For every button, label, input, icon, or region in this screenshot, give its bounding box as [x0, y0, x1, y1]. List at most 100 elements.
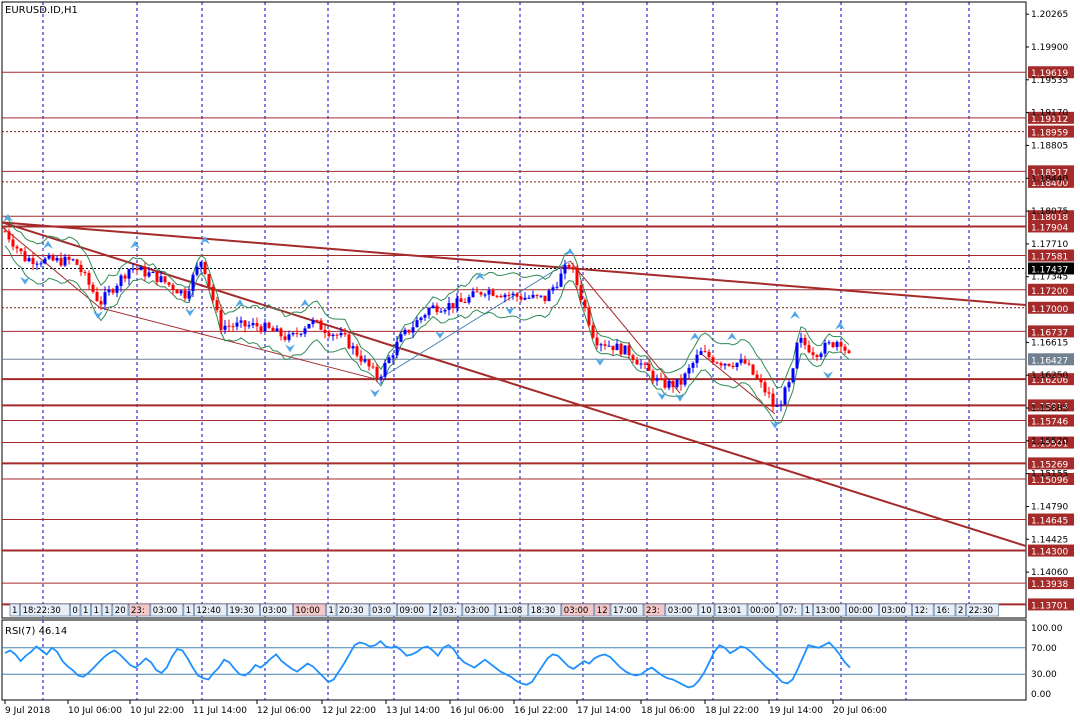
candle-body: [235, 322, 239, 327]
candle-body: [783, 387, 787, 405]
candle-body: [815, 355, 819, 358]
candle-body: [15, 246, 19, 249]
candle-body: [75, 259, 79, 265]
price-label-bg: [1028, 262, 1074, 275]
candle-body: [87, 272, 91, 285]
price-label-bg: [1028, 373, 1074, 386]
candle-body: [183, 290, 187, 299]
price-tick-label: 1.16615: [1031, 338, 1068, 348]
session-box: [912, 603, 934, 617]
candle-body: [847, 350, 851, 353]
fractal-down-icon: [823, 371, 833, 380]
price-level-label: 1.17200: [1031, 287, 1068, 297]
candle-body: [299, 333, 303, 335]
zigzag-line: [569, 260, 681, 394]
candle-body: [811, 352, 815, 356]
candle-body: [327, 332, 331, 337]
session-label: 1: [83, 606, 88, 616]
candle-body: [675, 379, 679, 387]
candle-body: [283, 336, 287, 340]
candle-body: [703, 351, 707, 353]
candle-body: [451, 303, 455, 308]
candle-body: [83, 272, 87, 274]
session-label: 03:00: [465, 606, 490, 616]
session-box: [397, 603, 430, 617]
price-tick-label: 1.17710: [1031, 240, 1068, 250]
price-level-label: 1.16206: [1031, 376, 1068, 386]
candle-body: [419, 317, 423, 321]
price-tick-label: 1.19900: [1031, 43, 1068, 53]
session-label: 13:01: [717, 606, 742, 616]
candle-body: [143, 266, 147, 277]
candle-body: [539, 295, 543, 297]
price-tick-label: 1.16250: [1031, 371, 1068, 381]
candle-body: [507, 294, 511, 296]
candle-body: [683, 373, 687, 385]
candle-body: [739, 359, 743, 363]
candle-body: [247, 325, 251, 327]
price-label-bg: [1028, 577, 1074, 590]
candle-body: [723, 363, 727, 366]
time-tick-label: 10 Jul 06:00: [68, 706, 122, 716]
candle-body: [227, 325, 231, 327]
session-box: [813, 603, 846, 617]
candle-body: [91, 284, 95, 292]
session-box: [101, 603, 113, 617]
session-label: 2: [432, 606, 437, 616]
session-box: [802, 603, 813, 617]
candle-body: [39, 263, 43, 265]
candle-body: [187, 291, 191, 299]
candle-body: [199, 261, 203, 267]
time-tick-label: 16 Jul 06:00: [450, 706, 504, 716]
price-label-bg: [1028, 175, 1074, 188]
candle-body: [795, 342, 799, 369]
candles: [3, 227, 851, 412]
candle-body: [719, 363, 723, 366]
price-label-bg: [1028, 399, 1074, 412]
candle-body: [843, 346, 847, 351]
candle-body: [47, 255, 51, 259]
candle-body: [575, 267, 579, 286]
session-label: 09:00: [399, 606, 424, 616]
candle-body: [219, 310, 223, 330]
candle-body: [359, 355, 363, 362]
rsi-label: RSI(7) 46.14: [5, 626, 67, 637]
session-label: 11:08: [498, 606, 523, 616]
candle-body: [459, 298, 463, 302]
candle-body: [95, 291, 99, 302]
candle-body: [251, 323, 255, 326]
candle-body: [695, 354, 699, 364]
candle-body: [615, 343, 619, 351]
session-label: 03:0: [372, 606, 391, 616]
session-box: [495, 603, 529, 617]
candle-body: [59, 258, 63, 266]
price-label-bg: [1028, 457, 1074, 470]
candle-body: [559, 273, 563, 287]
main-plot-frame: [1, 1, 1027, 619]
session-label: 1: [94, 606, 99, 616]
candle-body: [307, 323, 311, 329]
candle-body: [67, 256, 71, 260]
candle-body: [319, 320, 323, 330]
price-tick-label: 1.20265: [1031, 10, 1068, 20]
candle-body: [27, 258, 31, 262]
session-box: [610, 603, 644, 617]
session-box: [966, 603, 999, 617]
time-tick-label: 18 Jul 22:00: [705, 706, 759, 716]
session-box: [933, 603, 956, 617]
session-box: [128, 603, 151, 617]
upper-band: [4, 216, 850, 389]
trend-lines: [1, 221, 1027, 548]
candle-body: [391, 355, 395, 358]
candle-body: [231, 326, 235, 328]
candle-body: [303, 328, 307, 334]
candle-body: [207, 274, 211, 287]
candle-body: [827, 342, 831, 344]
candle-body: [659, 378, 663, 380]
candle-body: [99, 301, 103, 305]
candle-body: [779, 404, 783, 406]
fractal-down-icon: [770, 420, 780, 429]
session-label: 13:00: [815, 606, 840, 616]
price-level-label: 1.15096: [1031, 476, 1068, 486]
